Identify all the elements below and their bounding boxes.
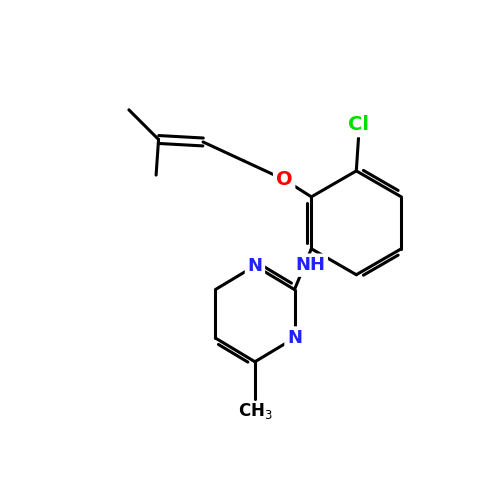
Text: NH: NH [296,256,326,274]
Text: CH$_3$: CH$_3$ [238,402,272,421]
Text: N: N [287,329,302,347]
Text: Cl: Cl [348,116,370,134]
Text: N: N [248,257,262,275]
Text: O: O [276,170,292,189]
